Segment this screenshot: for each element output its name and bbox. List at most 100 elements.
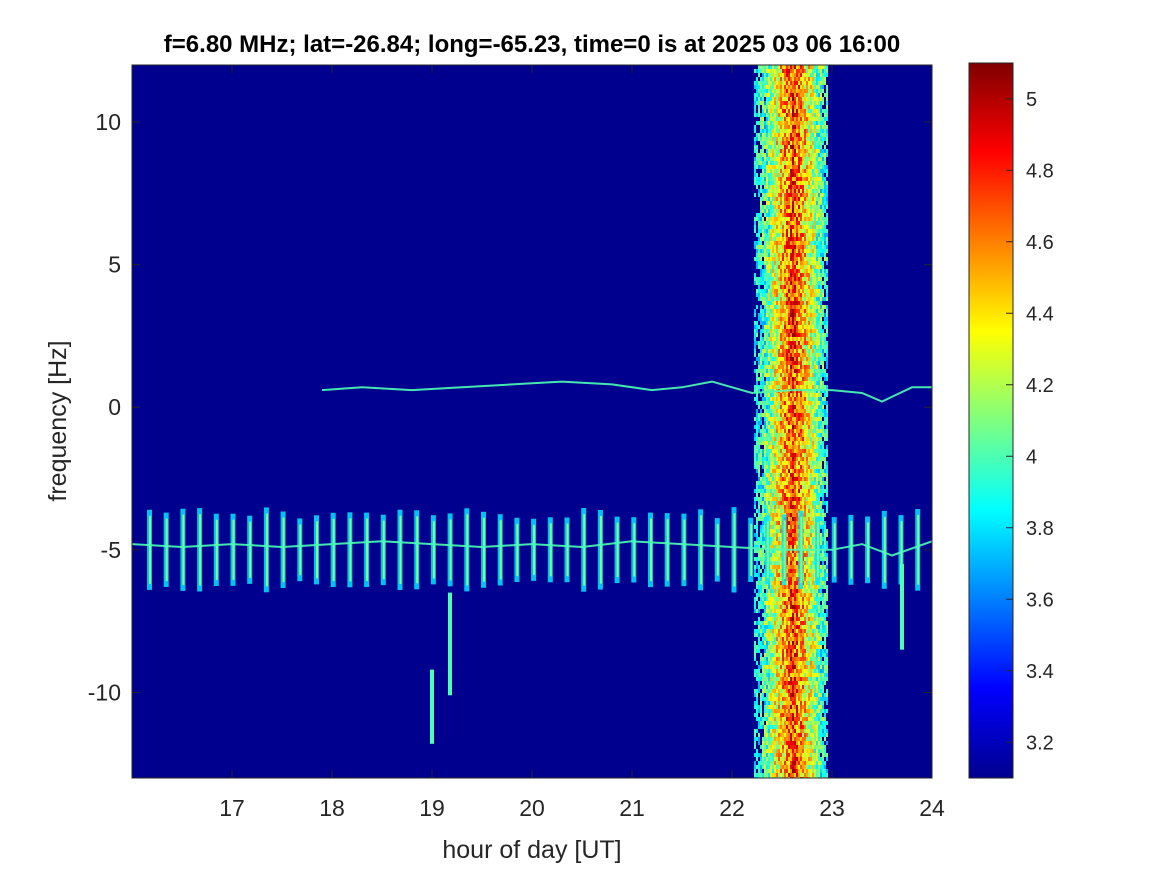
- interference-cell: [780, 721, 782, 725]
- interference-cell: [786, 709, 788, 713]
- interference-cell: [768, 749, 770, 753]
- interference-cell: [792, 617, 794, 621]
- interference-cell: [776, 489, 778, 493]
- interference-cell: [804, 185, 806, 189]
- interference-cell: [804, 373, 806, 377]
- interference-cell: [792, 589, 794, 593]
- interference-cell: [764, 669, 766, 673]
- interference-cell: [786, 289, 788, 293]
- interference-cell: [758, 641, 760, 645]
- interference-cell: [798, 761, 800, 765]
- interference-cell: [798, 141, 800, 145]
- interference-cell: [770, 661, 772, 665]
- interference-cell: [788, 633, 790, 637]
- interference-cell: [808, 169, 810, 173]
- interference-cell: [754, 573, 756, 577]
- interference-cell: [788, 453, 790, 457]
- interference-cell: [764, 305, 766, 309]
- interference-cell: [804, 577, 806, 581]
- interference-cell: [764, 93, 766, 97]
- interference-cell: [804, 245, 806, 249]
- interference-cell: [786, 77, 788, 81]
- interference-cell: [784, 461, 786, 465]
- interference-cell: [772, 717, 774, 721]
- interference-cell: [802, 713, 804, 717]
- interference-cell: [758, 429, 760, 433]
- interference-cell: [758, 181, 760, 185]
- interference-cell: [774, 537, 776, 541]
- interference-cell: [796, 721, 798, 725]
- interference-cell: [778, 89, 780, 93]
- interference-cell: [786, 581, 788, 585]
- interference-cell: [790, 329, 792, 333]
- interference-cell: [802, 177, 804, 181]
- interference-cell: [782, 509, 784, 513]
- interference-cell: [802, 341, 804, 345]
- interference-cell: [766, 473, 768, 477]
- interference-cell: [804, 249, 806, 253]
- interference-cell: [774, 69, 776, 73]
- interference-cell: [784, 189, 786, 193]
- interference-cell: [756, 385, 758, 389]
- interference-cell: [790, 621, 792, 625]
- interference-cell: [810, 489, 812, 493]
- interference-cell: [776, 357, 778, 361]
- interference-cell: [794, 433, 796, 437]
- interference-cell: [786, 737, 788, 741]
- interference-cell: [798, 181, 800, 185]
- interference-cell: [788, 329, 790, 333]
- interference-cell: [798, 365, 800, 369]
- interference-cell: [804, 121, 806, 125]
- interference-cell: [782, 101, 784, 105]
- interference-cell: [786, 601, 788, 605]
- interference-cell: [756, 717, 758, 721]
- interference-cell: [800, 417, 802, 421]
- interference-cell: [790, 333, 792, 337]
- interference-cell: [766, 657, 768, 661]
- interference-cell: [786, 681, 788, 685]
- interference-cell: [774, 157, 776, 161]
- interference-cell: [760, 541, 762, 545]
- interference-cell: [806, 409, 808, 413]
- interference-cell: [778, 497, 780, 501]
- interference-cell: [794, 609, 796, 613]
- interference-cell: [762, 381, 764, 385]
- interference-cell: [762, 465, 764, 469]
- interference-cell: [766, 209, 768, 213]
- interference-cell: [778, 537, 780, 541]
- interference-cell: [806, 193, 808, 197]
- interference-cell: [766, 641, 768, 645]
- interference-cell: [778, 249, 780, 253]
- interference-cell: [806, 593, 808, 597]
- interference-cell: [788, 357, 790, 361]
- interference-cell: [804, 769, 806, 773]
- interference-cell: [760, 165, 762, 169]
- interference-cell: [790, 609, 792, 613]
- interference-cell: [766, 217, 768, 221]
- interference-cell: [802, 485, 804, 489]
- interference-cell: [794, 205, 796, 209]
- interference-cell: [802, 653, 804, 657]
- interference-cell: [756, 525, 758, 529]
- interference-cell: [772, 565, 774, 569]
- interference-cell: [754, 565, 756, 569]
- interference-cell: [786, 705, 788, 709]
- interference-cell: [760, 537, 762, 541]
- interference-cell: [774, 741, 776, 745]
- interference-cell: [792, 365, 794, 369]
- interference-cell: [768, 645, 770, 649]
- interference-cell: [806, 713, 808, 717]
- interference-cell: [776, 757, 778, 761]
- interference-cell: [790, 509, 792, 513]
- interference-cell: [806, 265, 808, 269]
- interference-cell: [768, 457, 770, 461]
- interference-cell: [804, 537, 806, 541]
- interference-cell: [794, 665, 796, 669]
- interference-cell: [776, 581, 778, 585]
- interference-cell: [808, 237, 810, 241]
- interference-cell: [790, 437, 792, 441]
- interference-cell: [800, 501, 802, 505]
- interference-cell: [812, 213, 814, 217]
- interference-cell: [772, 549, 774, 553]
- interference-cell: [758, 69, 760, 73]
